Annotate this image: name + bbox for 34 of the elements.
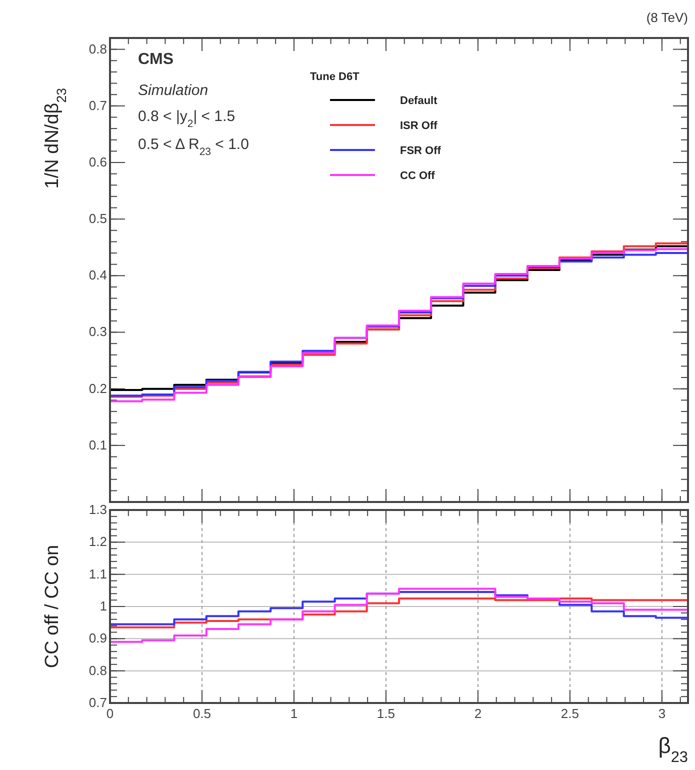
x-tick-label: 1.5 [376, 706, 396, 721]
x-tick-label: 0.5 [192, 706, 212, 721]
y-tick-label: 0.8 [88, 662, 107, 678]
annotation: 0.5 < Δ R$_{23}$ < 1.0 [138, 136, 249, 158]
legend-label: FSR Off [400, 145, 442, 157]
annotation: Simulation [138, 82, 208, 99]
legend-label: CC Off [400, 170, 436, 182]
y-tick-label: 1 [100, 598, 107, 614]
y-tick-label: 0.1 [88, 437, 107, 452]
y-tick-label: 0.9 [88, 630, 107, 646]
y-tick-label: 1.2 [88, 534, 107, 550]
y-tick-label: 0.8 [88, 41, 107, 56]
y-tick-label: 1.1 [88, 566, 107, 582]
y-tick-label: 0.4 [88, 268, 107, 283]
legend-title: Tune D6T [310, 71, 360, 83]
legend-label: Default [400, 95, 438, 107]
text: (8 TeV) [646, 10, 688, 25]
x-axis-title: β$_{23}$ [658, 733, 688, 766]
y-tick-label: 0.5 [88, 211, 107, 226]
annotation: 0.8 < |y$_{2}$| < 1.5 [138, 108, 236, 130]
y-tick-label: 0.6 [88, 154, 107, 170]
x-tick-label: 0 [106, 706, 114, 721]
y-tick-label: 0.3 [88, 324, 107, 340]
x-tick-label: 2 [474, 706, 482, 721]
x-tick-label: 1 [290, 706, 298, 721]
y-tick-label: 1.3 [88, 502, 107, 517]
y-tick-label: 0.7 [88, 98, 107, 113]
x-tick-label: 2.5 [560, 706, 579, 721]
legend-label: ISR Off [400, 120, 438, 132]
y-axis-title: CC off / CC on [42, 544, 63, 668]
x-tick-label: 3 [658, 706, 666, 721]
annotation: CMS [138, 51, 174, 68]
y-tick-label: 0.7 [88, 695, 107, 710]
y-tick-label: 0.2 [88, 380, 107, 396]
